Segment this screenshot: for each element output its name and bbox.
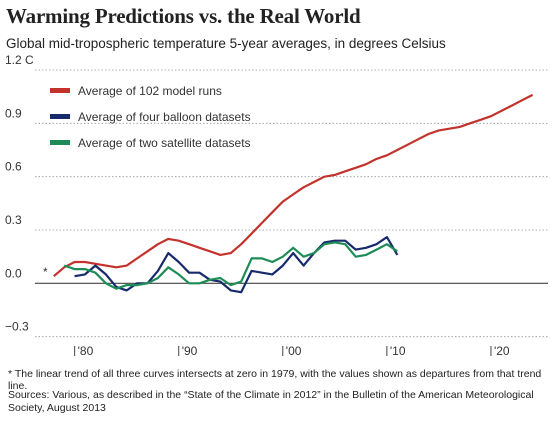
legend-swatch [50, 88, 70, 93]
x-tick-label: '20 [494, 344, 510, 358]
footnote: * The linear trend of all three curves i… [8, 368, 542, 392]
y-tick-label: 0.0 [5, 266, 22, 280]
legend-swatch [50, 140, 70, 145]
y-tick-label: 0.6 [5, 160, 22, 174]
y-tick-label: −0.3 [5, 320, 29, 334]
x-tick-label: '80 [78, 344, 94, 358]
chart: 1.2 C 0.9 0.6 0.3 0.0 −0.3 '80 '90 '00 '10 '20 Aver… [5, 53, 548, 358]
annotation: * [43, 265, 48, 279]
legend-label: Average of 102 model runs [78, 84, 222, 98]
legend-label: Average of four balloon datasets [78, 110, 251, 124]
series-line [53, 93, 534, 278]
series-line [63, 241, 398, 290]
series-line [74, 236, 399, 294]
x-tick-label: '10 [390, 344, 406, 358]
x-tick-label: '90 [182, 344, 198, 358]
sources: Sources: Various, as described in the “S… [8, 389, 534, 414]
y-tick-label: 0.9 [5, 106, 22, 120]
chart-subtitle: Global mid-tropospheric temperature 5-ye… [6, 36, 446, 51]
y-tick-label: 1.2 C [5, 53, 34, 67]
chart-title: Warming Predictions vs. the Real World [6, 4, 361, 28]
legend-swatch [50, 114, 70, 119]
legend-label: Average of two satellite datasets [78, 136, 251, 150]
y-tick-label: 0.3 [5, 213, 22, 227]
x-tick-label: '00 [286, 344, 302, 358]
